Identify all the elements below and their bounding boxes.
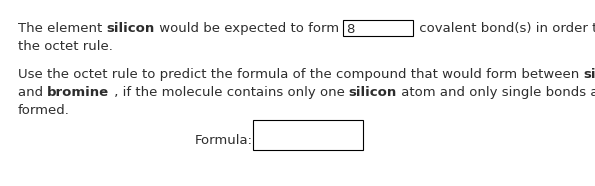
Text: would be expected to form: would be expected to form [155,22,343,35]
Bar [343,20,413,36]
Text: silicon: silicon [107,22,155,35]
Text: The element: The element [18,22,107,35]
Text: atom and only single bonds are: atom and only single bonds are [397,86,595,99]
Text: 8: 8 [346,23,355,36]
Text: silicon: silicon [584,68,595,81]
Text: , if the molecule contains only one: , if the molecule contains only one [109,86,349,99]
Text: covalent bond(s) in order to obey: covalent bond(s) in order to obey [415,22,595,35]
Text: formed.: formed. [18,104,70,117]
Text: Use the octet rule to predict the formula of the compound that would form betwee: Use the octet rule to predict the formul… [18,68,584,81]
Text: and: and [18,86,48,99]
Text: the octet rule.: the octet rule. [18,40,113,53]
Text: bromine: bromine [48,86,109,99]
Bar [253,120,363,150]
Text: silicon: silicon [349,86,397,99]
Text: Formula:: Formula: [195,134,253,147]
